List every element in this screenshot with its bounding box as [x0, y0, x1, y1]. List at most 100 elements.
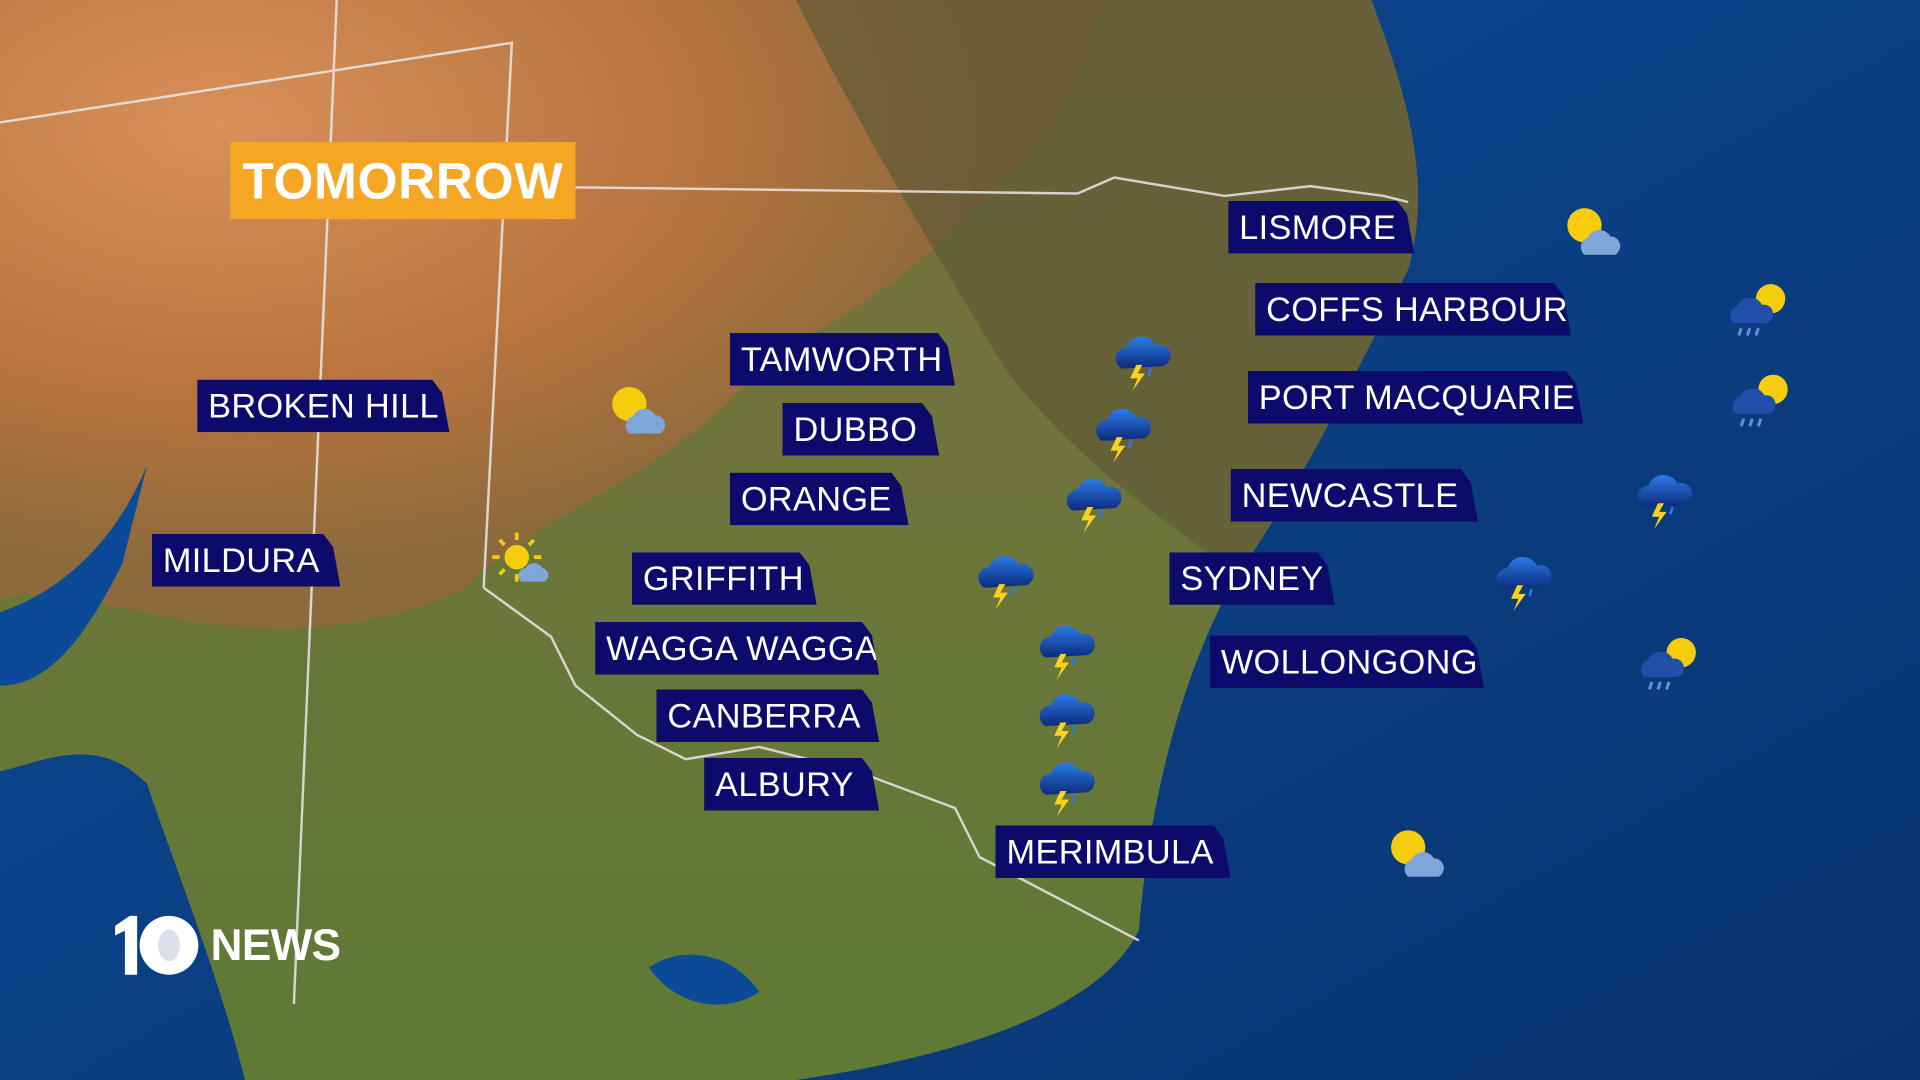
state-borders: [0, 0, 1409, 1005]
city-name: ALBURY: [704, 758, 879, 811]
partly-cloudy-icon: [612, 386, 666, 434]
bay: [648, 954, 760, 1005]
min-temp: 16: [1414, 205, 1457, 248]
min-temp: 14: [879, 762, 922, 806]
city-name: PORT MACQUARIE: [1248, 371, 1584, 424]
min-temp: 19: [1477, 473, 1521, 517]
thunderstorm-icon: [1039, 762, 1095, 817]
min-temp: 16: [879, 626, 922, 670]
ten-logo-icon: [115, 915, 199, 975]
city-name: TAMWORTH: [730, 333, 955, 386]
temperature-box: 16 34: [330, 533, 477, 587]
max-temp: 32: [998, 407, 1041, 451]
forecast-day-title: TOMORROW: [230, 142, 576, 220]
city-forecast-griffith: GRIFFITH 16 35: [632, 552, 953, 605]
logo-text: NEWS: [210, 919, 341, 970]
city-name: WOLLONGONG: [1210, 636, 1484, 689]
min-temp: 16: [816, 556, 859, 600]
thunderstorm-icon: [1637, 474, 1693, 529]
max-temp: 32: [938, 626, 981, 670]
city-name: BROKEN HILL: [197, 380, 449, 433]
gulf: [0, 465, 147, 686]
thunderstorm-icon: [1039, 694, 1095, 749]
thunderstorm-icon: [1115, 336, 1171, 391]
temperature-box: 13 21: [1220, 825, 1367, 878]
city-forecast-broken-hill: BROKEN HILL 19 36: [197, 379, 588, 433]
city-name: NEWCASTLE: [1231, 469, 1478, 522]
city-forecast-merimbula: MERIMBULA 13 21: [996, 825, 1367, 878]
city-forecast-wagga-wagga: WAGGA WAGGA 16 32: [595, 622, 1014, 675]
thunderstorm-icon: [978, 555, 1034, 610]
showers-sun-icon: [1732, 374, 1788, 427]
max-temp: 36: [508, 383, 551, 427]
city-forecast-tamworth: TAMWORTH 17 28: [730, 333, 1092, 386]
temperature-box: 13 23: [898, 472, 1038, 526]
city-forecast-sydney: SYDNEY 19 23: [1169, 552, 1470, 605]
max-temp: 24: [1642, 375, 1685, 419]
temperature-box: 19 23: [1324, 552, 1470, 605]
city-forecast-canberra: CANBERRA 11 25: [656, 689, 1014, 743]
temperature-box: 17 28: [945, 333, 1092, 386]
temperature-box: 20 26: [1561, 282, 1705, 336]
max-temp: 26: [1473, 205, 1516, 248]
city-forecast-wollongong: WOLLONGONG 18 22: [1210, 635, 1617, 689]
min-temp: 17: [955, 337, 998, 381]
city-name: WAGGA WAGGA: [595, 622, 879, 675]
partly-cloudy-icon: [1391, 830, 1444, 877]
min-temp: 18: [1484, 639, 1527, 683]
city-name: DUBBO: [782, 403, 939, 456]
max-temp: 26: [1630, 287, 1673, 331]
showers-sun-icon: [1640, 637, 1696, 690]
highlands: [795, 0, 1419, 576]
max-temp: 22: [1543, 639, 1586, 683]
network-logo: NEWS: [113, 913, 341, 977]
min-temp: 13: [908, 476, 951, 520]
city-name: GRIFFITH: [632, 552, 817, 605]
max-temp: 35: [876, 556, 919, 600]
max-temp: 34: [399, 538, 443, 582]
min-temp: 17: [939, 407, 982, 451]
city-name: ORANGE: [730, 473, 909, 526]
temperature-box: 16 26: [1404, 200, 1546, 254]
thunderstorm-icon: [1096, 408, 1152, 463]
temperature-box: 19 23: [1468, 468, 1611, 522]
thunderstorm-icon: [1066, 478, 1122, 533]
partly-cloudy-icon: [1567, 208, 1621, 255]
city-forecast-lismore: LISMORE 16 26: [1228, 200, 1546, 254]
max-temp: 21: [1289, 829, 1333, 873]
city-forecast-coffs-harbour: COFFS HARBOUR 20 26: [1255, 282, 1705, 336]
min-temp: 13: [1230, 829, 1273, 873]
city-forecast-orange: ORANGE 13 23: [730, 472, 1038, 526]
city-name: MILDURA: [152, 534, 341, 587]
min-temp: 19: [449, 383, 492, 427]
temperature-box: 18 22: [1474, 635, 1617, 689]
max-temp: 23: [1394, 556, 1437, 600]
city-forecast-albury: ALBURY 14 32: [704, 757, 1014, 811]
city-name: LISMORE: [1228, 201, 1414, 254]
min-temp: 20: [1571, 287, 1614, 331]
city-forecast-dubbo: DUBBO 17 32: [782, 402, 1072, 456]
city-forecast-port-macquarie: PORT MACQUARIE 19 24: [1248, 371, 1716, 424]
min-temp: 16: [340, 538, 383, 582]
max-temp: 25: [936, 693, 979, 737]
temperature-box: 16 35: [806, 552, 953, 605]
temperature-box: 16 32: [869, 622, 1014, 675]
max-temp: 28: [1014, 337, 1057, 381]
temperature-box: 17 32: [929, 402, 1072, 456]
min-temp: 19: [1583, 375, 1626, 419]
max-temp: 32: [938, 762, 981, 806]
min-temp: 11: [879, 693, 920, 737]
city-forecast-newcastle: NEWCASTLE 19 23: [1231, 468, 1611, 522]
thunderstorm-icon: [1039, 625, 1095, 680]
temperature-box: 14 32: [869, 757, 1014, 811]
thunderstorm-icon: [1496, 556, 1552, 612]
city-forecast-mildura: MILDURA 16 34: [152, 533, 477, 587]
temperature-box: 11 25: [869, 689, 1014, 743]
max-temp: 23: [967, 476, 1011, 520]
city-name: MERIMBULA: [996, 825, 1231, 878]
mostly-sunny-icon: [492, 532, 549, 582]
temperature-box: 19 24: [1573, 371, 1716, 424]
city-name: CANBERRA: [656, 689, 879, 742]
city-name: COFFS HARBOUR: [1255, 283, 1571, 336]
